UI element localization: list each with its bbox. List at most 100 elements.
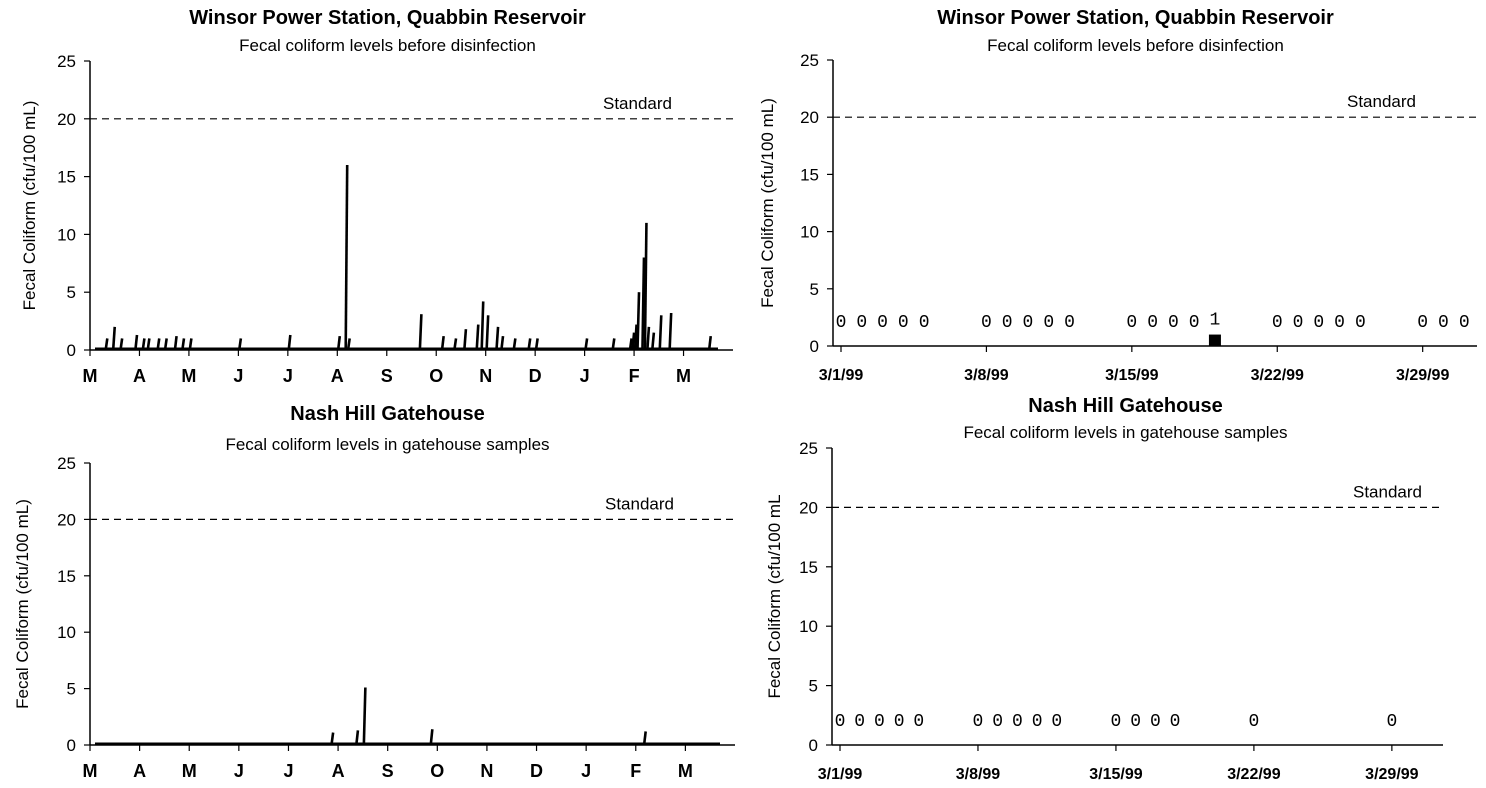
data-label: 1 (1210, 311, 1221, 331)
x-tick-label: 3/22/99 (1251, 367, 1304, 384)
data-label: 0 (836, 313, 847, 333)
x-tick-label: D (529, 366, 542, 386)
data-label: 0 (981, 313, 992, 333)
y-tick-label: 15 (800, 165, 819, 184)
x-tick-label: 3/15/99 (1089, 766, 1142, 783)
y-tick-label: 25 (799, 439, 818, 458)
x-tick-label: J (580, 366, 590, 386)
data-spike (463, 329, 468, 350)
data-label: 0 (1168, 313, 1179, 333)
data-spike (163, 338, 168, 350)
y-tick-label: 20 (799, 498, 818, 517)
x-tick-label: A (133, 366, 146, 386)
x-tick-label: J (233, 366, 243, 386)
data-label: 0 (835, 712, 846, 732)
chart-winsor-annual: Winsor Power Station, Quabbin Reservoir … (0, 0, 745, 395)
data-spike (611, 338, 616, 350)
data-spike (636, 292, 641, 350)
x-tick-label: A (332, 761, 345, 781)
data-spike (485, 315, 490, 350)
y-tick-label: 25 (57, 454, 76, 473)
x-tick-label: 3/29/99 (1396, 367, 1449, 384)
data-label: 0 (1272, 313, 1283, 333)
chart-subtitle: Fecal coliform levels before disinfectio… (987, 36, 1284, 55)
data-spike (156, 338, 161, 350)
y-tick-label: 15 (799, 558, 818, 577)
data-bar (1208, 334, 1221, 346)
data-label: 0 (1126, 313, 1137, 333)
x-tick-label: N (479, 366, 492, 386)
data-label: 0 (1438, 313, 1449, 333)
y-tick-label: 10 (800, 223, 819, 242)
standard-label: Standard (603, 94, 672, 113)
x-tick-label: M (676, 366, 691, 386)
x-tick-label: M (83, 761, 98, 781)
data-label: 0 (1189, 313, 1200, 333)
data-spike (418, 314, 423, 350)
x-tick-label: F (629, 366, 640, 386)
data-spike (631, 332, 636, 350)
data-label: 0 (1043, 313, 1054, 333)
data-spike (188, 338, 193, 350)
data-spike (336, 335, 342, 350)
y-tick-label: 20 (800, 108, 819, 127)
data-spike (362, 687, 367, 745)
data-spike (141, 338, 146, 350)
x-tick-label: O (429, 366, 443, 386)
y-tick-label: 0 (809, 736, 818, 755)
data-spike (104, 338, 109, 350)
data-spike (134, 334, 139, 350)
data-label: 0 (1147, 313, 1158, 333)
chart-nash-annual: Nash Hill Gatehouse Fecal coliform level… (0, 395, 745, 788)
data-label: 0 (1459, 313, 1470, 333)
y-tick-label: 5 (67, 680, 76, 699)
data-label: 0 (1293, 313, 1304, 333)
data-label: 0 (1150, 712, 1161, 732)
y-tick-label: 10 (57, 623, 76, 642)
chart-title: Nash Hill Gatehouse (1028, 395, 1223, 417)
x-tick-label: M (181, 366, 196, 386)
chart-title: Winsor Power Station, Quabbin Reservoir (937, 7, 1334, 29)
data-spike (643, 222, 648, 350)
y-tick-label: 5 (810, 280, 819, 299)
data-spike (181, 338, 186, 350)
data-spike (146, 338, 151, 350)
standard-label: Standard (1347, 92, 1416, 111)
data-spike (111, 326, 117, 350)
data-label: 0 (874, 712, 885, 732)
x-tick-label: J (283, 761, 293, 781)
chart-title: Nash Hill Gatehouse (290, 403, 485, 425)
data-label: 0 (919, 313, 930, 333)
x-tick-label: O (430, 761, 444, 781)
x-tick-label: M (678, 761, 693, 781)
x-tick-label: A (331, 366, 344, 386)
data-spike (646, 326, 651, 350)
data-spike (173, 335, 178, 350)
x-tick-label: S (382, 761, 394, 781)
data-spike (355, 730, 360, 745)
y-tick-label: 10 (57, 225, 76, 244)
y-tick-label: 0 (67, 736, 76, 755)
y-tick-label: 20 (57, 110, 76, 129)
data-spike (330, 732, 335, 745)
data-spike (651, 332, 656, 350)
data-label: 0 (1355, 313, 1366, 333)
x-tick-label: M (182, 761, 197, 781)
x-tick-label: S (381, 366, 393, 386)
x-tick-label: 3/1/99 (819, 367, 864, 384)
data-label: 0 (1334, 313, 1345, 333)
data-spike (346, 338, 351, 350)
standard-label: Standard (605, 494, 674, 513)
data-label: 0 (1386, 712, 1397, 732)
data-label: 0 (856, 313, 867, 333)
x-tick-label: 3/8/99 (964, 367, 1009, 384)
data-spike (534, 338, 539, 350)
data-label: 0 (1170, 712, 1181, 732)
data-label: 0 (1130, 712, 1141, 732)
data-spike (238, 338, 243, 350)
y-tick-label: 25 (800, 51, 819, 70)
data-label: 0 (1023, 313, 1034, 333)
chart-winsor-march: Winsor Power Station, Quabbin Reservoir … (745, 0, 1486, 395)
x-tick-label: J (234, 761, 244, 781)
data-label: 0 (913, 712, 924, 732)
